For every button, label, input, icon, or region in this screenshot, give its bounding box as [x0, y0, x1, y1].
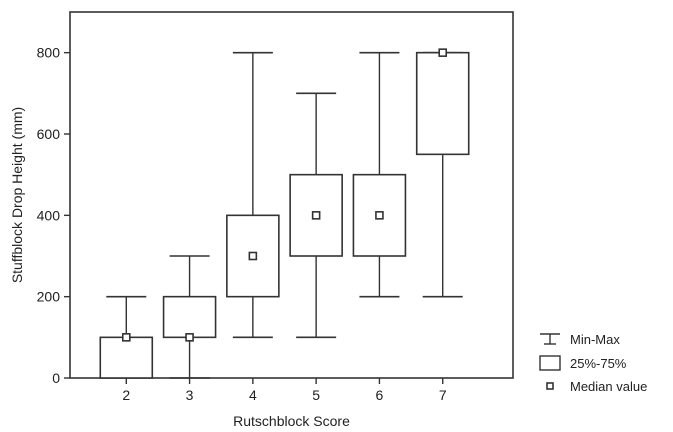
legend-label: Median value [570, 379, 647, 394]
median-marker [185, 333, 194, 342]
plot-area-frame [69, 11, 514, 379]
x-tick-label: 7 [439, 387, 447, 403]
x-tick-label: 6 [376, 387, 384, 403]
legend-label: Min-Max [570, 332, 620, 347]
median-marker [248, 251, 258, 261]
y-axis-title: Stuffblock Drop Height (mm) [9, 107, 25, 283]
y-tick-label: 600 [37, 126, 61, 142]
box-group-4 [226, 51, 280, 339]
box-group-5 [289, 92, 343, 339]
x-tick-label: 4 [249, 387, 257, 403]
legend-label: 25%-75% [570, 356, 627, 371]
legend: Min-Max 25%-75% Median value [539, 332, 647, 394]
median-marker [375, 211, 384, 220]
box-group-2 [99, 295, 154, 379]
box-group-6 [352, 51, 407, 298]
x-tick-label: 3 [186, 387, 194, 403]
x-tick-label: 2 [122, 387, 130, 403]
y-tick-label: 800 [37, 45, 61, 61]
iqr-box [99, 336, 154, 379]
median-marker [311, 211, 321, 220]
x-tick-label: 5 [312, 387, 320, 403]
x-axis-title: Rutschblock Score [233, 413, 350, 429]
legend-box-icon [539, 355, 561, 371]
median-marker [438, 48, 448, 57]
y-tick-label: 0 [52, 370, 60, 386]
iqr-box [415, 51, 470, 156]
iqr-box [162, 295, 217, 339]
legend-median-icon [546, 382, 554, 390]
y-tick-label: 400 [37, 207, 61, 223]
y-tick-label: 200 [37, 289, 61, 305]
median-marker [121, 333, 131, 342]
box-group-7 [415, 48, 470, 298]
box-group-3 [162, 255, 217, 379]
